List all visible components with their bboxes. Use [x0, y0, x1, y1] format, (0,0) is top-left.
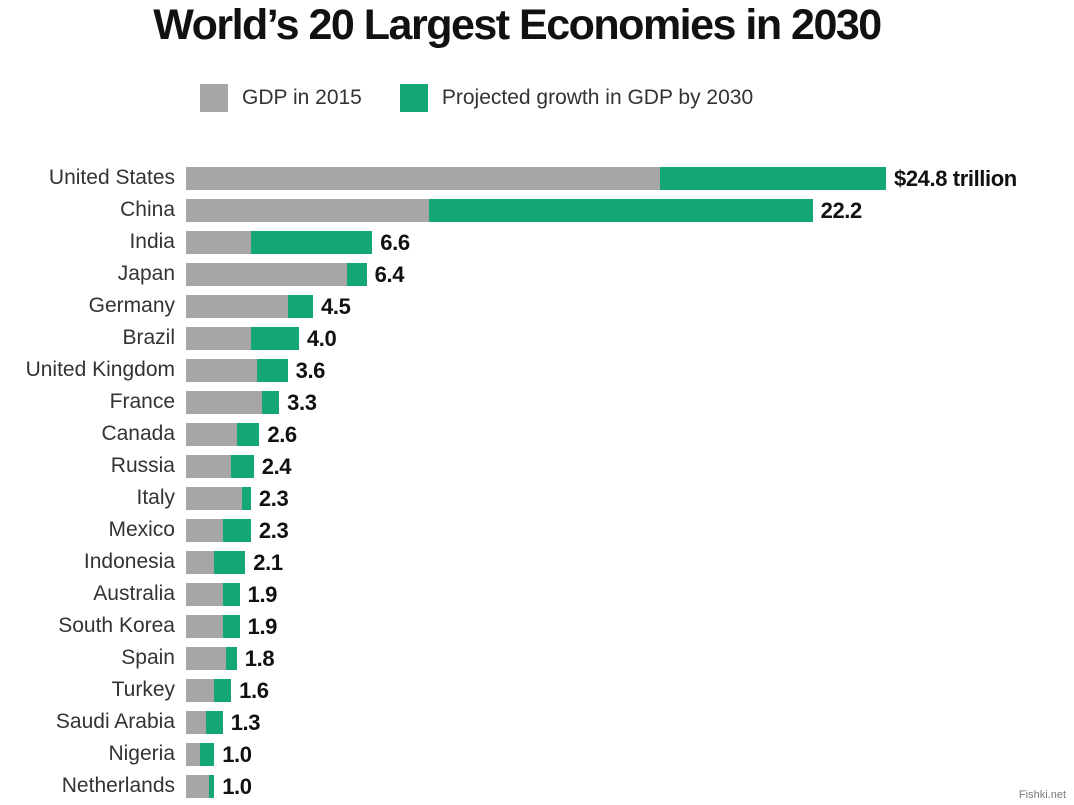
category-label: Nigeria	[108, 742, 175, 765]
category-label: United Kingdom	[25, 358, 175, 381]
bar-gdp-2015	[186, 327, 251, 350]
total-label: 2.3	[258, 486, 289, 511]
category-label: United States	[48, 166, 175, 189]
bar-gdp-2015	[186, 391, 263, 414]
category-label: Mexico	[108, 518, 175, 541]
bar-growth	[250, 327, 299, 350]
bar-gdp-2015	[186, 231, 251, 254]
legend-label: GDP in 2015	[242, 86, 362, 109]
bar-gdp-2015	[186, 455, 232, 478]
bar-gdp-2015	[186, 199, 429, 222]
category-label: Japan	[117, 262, 175, 285]
bar-growth	[346, 263, 367, 286]
bar-growth	[256, 359, 288, 382]
legend-swatch-green	[399, 84, 428, 112]
total-label: 2.4	[261, 454, 292, 479]
bar-growth	[222, 583, 240, 606]
bar-gdp-2015	[186, 775, 209, 798]
bar-growth	[231, 455, 254, 478]
bar-gdp-2015	[186, 263, 347, 286]
bar-growth	[262, 391, 280, 414]
bar-growth	[214, 551, 246, 574]
watermark: Fishki.net	[1018, 789, 1066, 801]
category-label: India	[129, 230, 175, 253]
total-label: 3.6	[295, 358, 326, 383]
bar-gdp-2015	[186, 423, 237, 446]
bar-gdp-2015	[186, 295, 288, 318]
total-label: $24.8 trillion	[894, 166, 1017, 191]
category-label: Spain	[121, 646, 175, 669]
category-label: China	[120, 198, 175, 221]
bar-growth	[205, 711, 223, 734]
total-label: 3.3	[287, 390, 317, 415]
bar-gdp-2015	[186, 519, 223, 542]
bar-gdp-2015	[186, 647, 226, 670]
bar-chart: United States $24.8 trillion China 22.2 Indi…	[0, 0, 1018, 799]
bar-growth	[214, 679, 232, 702]
total-label: 22.2	[820, 198, 863, 223]
bar-gdp-2015	[186, 551, 215, 574]
category-label: South Korea	[58, 614, 175, 637]
category-label: Italy	[136, 486, 175, 509]
total-label: 6.4	[374, 262, 405, 287]
bar-growth	[428, 199, 813, 222]
total-label: 4.5	[321, 294, 351, 319]
bar-growth	[222, 615, 240, 638]
category-label: Saudi Arabia	[55, 710, 175, 733]
bar-gdp-2015	[186, 679, 215, 702]
bar-gdp-2015	[186, 615, 223, 638]
category-label: Turkey	[111, 678, 175, 701]
category-label: Netherlands	[61, 774, 175, 797]
bar-gdp-2015	[186, 167, 661, 190]
bar-growth	[200, 743, 215, 766]
bar-gdp-2015	[186, 743, 201, 766]
bar-growth	[208, 775, 215, 798]
bar-gdp-2015	[186, 583, 223, 606]
total-label: 4.0	[306, 326, 337, 351]
bar-growth	[242, 487, 251, 510]
bar-gdp-2015	[186, 359, 257, 382]
bar-growth	[250, 231, 373, 254]
total-label: 2.6	[267, 422, 297, 447]
legend: GDP in 2015 Projected growth in GDP by 2…	[200, 84, 791, 112]
bar-gdp-2015	[186, 711, 206, 734]
legend-item-gdp-2015: GDP in 2015	[200, 84, 362, 112]
total-label: 1.9	[247, 614, 278, 639]
legend-swatch-gray	[200, 84, 228, 112]
bar-growth	[287, 295, 313, 318]
bar-growth	[236, 423, 260, 446]
category-label: Indonesia	[83, 550, 175, 573]
category-label: Australia	[93, 582, 175, 605]
bar-growth	[222, 519, 251, 542]
total-label: 1.0	[222, 742, 252, 767]
category-label: Russia	[110, 454, 175, 477]
bar-gdp-2015	[186, 487, 243, 510]
total-label: 1.0	[222, 774, 252, 799]
bar-growth	[225, 647, 237, 670]
legend-item-growth: Projected growth in GDP by 2030	[399, 84, 754, 112]
total-label: 2.3	[258, 518, 289, 543]
total-label: 6.6	[380, 230, 410, 255]
chart-title: World’s 20 Largest Economies in 2030	[153, 1, 882, 49]
total-label: 1.9	[247, 582, 278, 607]
total-label: 2.1	[253, 550, 283, 575]
total-label: 1.6	[239, 678, 269, 703]
total-label: 1.3	[230, 710, 261, 735]
bar-growth	[660, 167, 886, 190]
category-label: France	[109, 390, 175, 413]
category-label: Brazil	[122, 326, 175, 349]
category-label: Germany	[88, 294, 175, 317]
legend-label: Projected growth in GDP by 2030	[441, 86, 754, 109]
total-label: 1.8	[244, 646, 275, 671]
category-label: Canada	[101, 422, 175, 445]
